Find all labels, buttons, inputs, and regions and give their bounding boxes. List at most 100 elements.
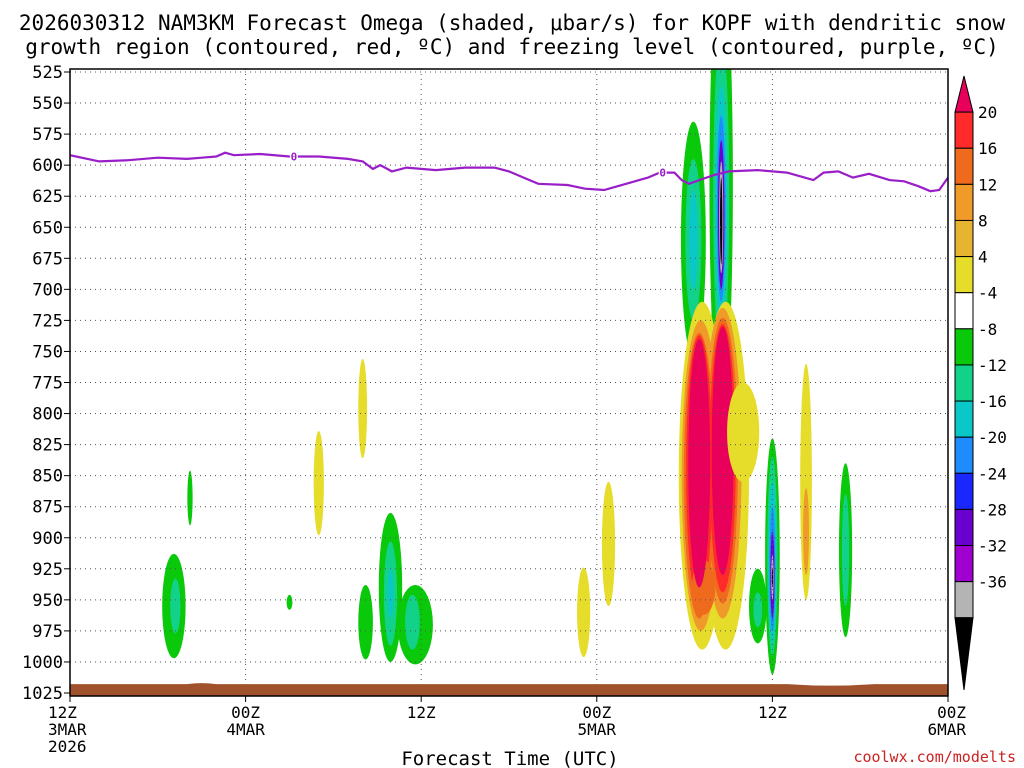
- colorbar-label-12: -32: [978, 537, 1007, 556]
- y-tick-label-825: 825: [32, 436, 63, 456]
- colorbar-label-2: 12: [978, 175, 997, 194]
- omega-cell-16: [688, 189, 698, 290]
- y-tick-label-775: 775: [32, 374, 63, 394]
- y-tick-label-650: 650: [32, 218, 63, 238]
- x-axis-title: Forecast Time (UTC): [401, 748, 618, 768]
- colorbar-label-11: -28: [978, 500, 1007, 519]
- y-tick-label-700: 700: [32, 280, 63, 300]
- x-tick-label-48: 12Z: [758, 703, 787, 722]
- omega-cell-44: [771, 567, 773, 588]
- colorbar-bottom-arrow: [954, 617, 974, 691]
- y-tick-label-800: 800: [32, 405, 63, 425]
- omega-cell-34: [711, 326, 734, 576]
- omega-cell-12: [577, 567, 591, 657]
- ground-fill: [70, 683, 948, 696]
- colorbar-bin-8: [954, 364, 974, 402]
- colorbar-bin-7: [954, 328, 974, 366]
- y-tick-label-875: 875: [32, 498, 63, 518]
- freezing-level-label-bg-0: [289, 150, 298, 163]
- omega-cell-11: [405, 594, 420, 650]
- omega-cell-45: [800, 363, 812, 600]
- omega-cell-13: [601, 481, 616, 607]
- y-tick-label-1000: 1000: [22, 653, 63, 673]
- colorbar-label-6: -8: [978, 320, 997, 339]
- colorbar-bin-12: [954, 508, 974, 547]
- y-tick-label-900: 900: [32, 529, 63, 549]
- colorbar-label-9: -20: [978, 428, 1007, 447]
- freezing-level-label-1: 0: [659, 167, 666, 180]
- site-credit: coolwx.com/modelts: [853, 748, 1016, 766]
- colorbar-bin-11: [954, 472, 974, 510]
- omega-cell-6: [358, 584, 373, 660]
- colorbar-label-7: -12: [978, 356, 1007, 375]
- colorbar-bin-3: [954, 183, 974, 221]
- omega-cell-35: [727, 382, 760, 482]
- x-tick-year-0: 2026: [48, 737, 87, 756]
- grid-lines: [69, 69, 949, 696]
- colorbar-bin-9: [954, 400, 974, 438]
- x-tick-date-0: 3MAR: [48, 720, 87, 739]
- colorbar-label-0: 20: [978, 103, 997, 122]
- colorbar-label-5: -4: [978, 284, 997, 303]
- x-tick-label-0: 12Z: [48, 703, 77, 722]
- ground-layer: [70, 683, 948, 696]
- omega-cell-23: [720, 177, 723, 265]
- y-tick-label-600: 600: [32, 156, 63, 176]
- freezing-level-label-0: 0: [291, 150, 298, 163]
- colorbar-bin-2: [954, 147, 974, 185]
- y-tick-label-625: 625: [32, 187, 63, 207]
- omega-cell-4: [313, 430, 324, 536]
- y-tick-label-725: 725: [32, 311, 63, 331]
- colorbar-label-3: 8: [978, 211, 988, 230]
- chart-title-line-1: 2026030312 NAM3KM Forecast Omega (shaded…: [19, 11, 1006, 35]
- omega-cell-2: [187, 470, 193, 526]
- colorbar-label-13: -36: [978, 573, 1007, 592]
- x-tick-label-36: 00Z: [582, 703, 611, 722]
- omega-shading: [162, 69, 853, 675]
- y-tick-label-575: 575: [32, 125, 63, 145]
- colorbar-bin-14: [954, 581, 974, 619]
- colorbar-bin-13: [954, 545, 974, 583]
- omega-cell-1: [170, 578, 181, 634]
- y-tick-label-525: 525: [32, 63, 63, 83]
- colorbar: 20 16 12 8 4 -4 -8 -12 -16 -20 -24 -28 -32 -36: [954, 75, 1007, 691]
- omega-cell-37: [753, 592, 763, 628]
- x-tick-label-60: 00Z: [937, 703, 966, 722]
- omega-cell-46: [803, 488, 809, 576]
- y-tick-label-550: 550: [32, 94, 63, 114]
- omega-cell-3: [286, 594, 293, 610]
- x-tick-date-60: 6MAR: [927, 720, 966, 739]
- colorbar-label-8: -16: [978, 392, 1007, 411]
- y-tick-label-975: 975: [32, 622, 63, 642]
- colorbar-bin-4: [954, 219, 974, 258]
- freezing-level-label-bg-1: [658, 166, 667, 179]
- omega-cell-9: [387, 568, 394, 619]
- omega-cell-33: [688, 339, 711, 588]
- x-tick-date-36: 5MAR: [578, 720, 617, 739]
- colorbar-label-1: 16: [978, 139, 997, 158]
- omega-cell-5: [358, 358, 368, 459]
- colorbar-bin-1: [954, 111, 974, 149]
- freezing-level-contour: 00: [70, 150, 948, 193]
- y-tick-label-1025: 1025: [22, 684, 63, 704]
- y-axis: 525 550 575 600 625 650 675 700 725 750 775 800 825 8…: [22, 63, 70, 704]
- y-tick-label-850: 850: [32, 467, 63, 487]
- x-tick-label-12: 00Z: [231, 703, 260, 722]
- chart-title-line-2: growth region (contoured, red, ºC) and f…: [25, 35, 999, 59]
- plot-frame: [69, 68, 949, 697]
- y-tick-label-675: 675: [32, 249, 63, 269]
- x-tick-date-12: 4MAR: [226, 720, 265, 739]
- colorbar-bin-10: [954, 436, 974, 474]
- colorbar-bin-5: [954, 256, 974, 294]
- omega-cell-48: [841, 494, 850, 607]
- freezing-level-line: [70, 151, 948, 193]
- y-tick-label-925: 925: [32, 560, 63, 580]
- y-tick-label-950: 950: [32, 591, 63, 611]
- colorbar-label-10: -24: [978, 464, 1007, 483]
- x-tick-label-24: 12Z: [407, 703, 436, 722]
- colorbar-top-arrow: [954, 75, 974, 113]
- colorbar-label-4: 4: [978, 248, 988, 267]
- colorbar-bin-6: [954, 292, 974, 330]
